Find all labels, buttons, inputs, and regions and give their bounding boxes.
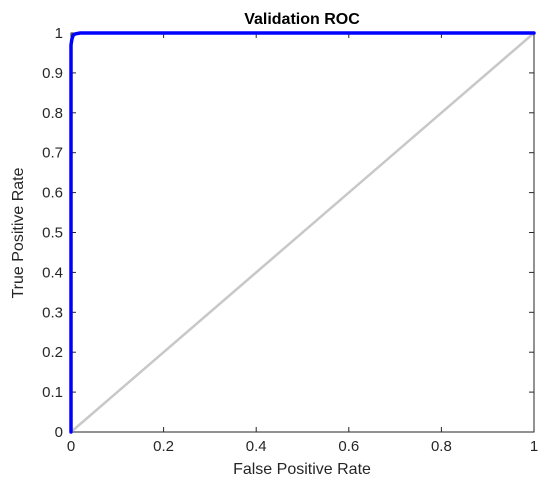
x-tick-label: 0.2 [153,438,174,455]
y-axis-label: True Positive Rate [10,167,27,298]
y-tick-label: 0.9 [42,65,63,82]
y-tick-label: 0.1 [42,384,63,401]
plot-area: 0 0.2 0.4 0.6 0.8 1 0 0.1 0.2 0.3 0.4 0.5 0.6 0.7 0.8 0… [42,25,538,455]
chart-title: Validation ROC [244,11,360,28]
y-tick-label: 0.8 [42,105,63,122]
x-tick-label: 0.4 [246,438,267,455]
x-axis-label: False Positive Rate [233,461,371,478]
y-tick-label: 1 [55,25,63,42]
y-tick-label: 0.7 [42,145,63,162]
roc-curve-line [69,31,536,434]
x-tick-label: 0 [67,438,75,455]
x-tick-label: 0.6 [338,438,359,455]
y-tick-label: 0.4 [42,264,63,281]
x-tick-label: 0.8 [431,438,452,455]
y-tick-label: 0.2 [42,344,63,361]
y-tick-label: 0.6 [42,185,63,202]
y-tick-label: 0.3 [42,304,63,321]
chance-diagonal-line [69,31,536,434]
y-tick-label: 0.5 [42,225,63,242]
x-tick-label: 1 [530,438,538,455]
y-tick-label: 0 [55,424,63,441]
